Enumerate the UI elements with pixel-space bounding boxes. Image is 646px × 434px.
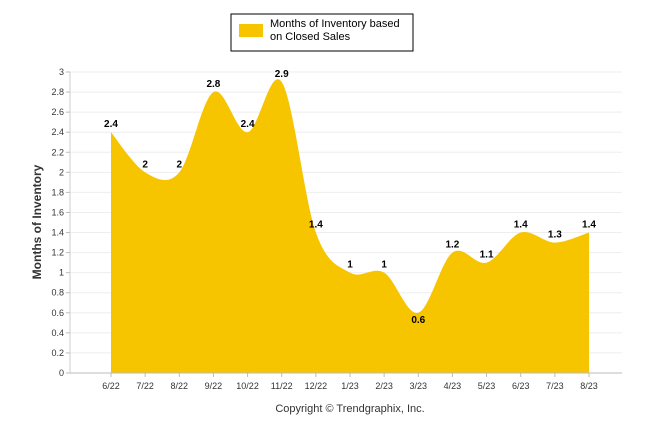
y-tick-label: 0.8 bbox=[51, 288, 64, 298]
x-tick-label: 9/22 bbox=[205, 381, 223, 391]
data-label: 1.1 bbox=[480, 250, 494, 261]
x-tick-label: 6/23 bbox=[512, 381, 530, 391]
x-tick-label: 5/23 bbox=[478, 381, 496, 391]
data-label: 1.4 bbox=[582, 220, 596, 231]
y-tick-label: 1.6 bbox=[51, 207, 64, 217]
legend-swatch bbox=[239, 24, 263, 37]
y-tick-label: 0.6 bbox=[51, 308, 64, 318]
data-label: 2.9 bbox=[275, 69, 289, 80]
x-tick-label: 8/22 bbox=[171, 381, 189, 391]
y-tick-label: 2.8 bbox=[51, 87, 64, 97]
x-tick-label: 4/23 bbox=[444, 381, 462, 391]
y-tick-label: 1.8 bbox=[51, 187, 64, 197]
legend-label-line-2: on Closed Sales bbox=[270, 31, 351, 43]
y-tick-label: 1.2 bbox=[51, 248, 64, 258]
data-label: 2 bbox=[177, 159, 183, 170]
series-area bbox=[111, 79, 589, 373]
y-tick-label: 0.2 bbox=[51, 348, 64, 358]
data-label: 0.6 bbox=[411, 315, 425, 326]
x-tick-label: 6/22 bbox=[102, 381, 120, 391]
x-tick-label: 7/23 bbox=[546, 381, 564, 391]
data-label: 2.4 bbox=[241, 119, 255, 130]
y-tick-label: 2 bbox=[59, 167, 64, 177]
x-tick-label: 12/22 bbox=[305, 381, 328, 391]
x-tick-label: 3/23 bbox=[410, 381, 428, 391]
legend-label-line-1: Months of Inventory based bbox=[270, 18, 400, 30]
data-label: 2.4 bbox=[104, 119, 118, 130]
x-axis-ticks: 6/22 7/22 8/22 9/22 10/22 11/22 12/22 1/23 2/23 3… bbox=[102, 373, 598, 391]
y-tick-label: 3 bbox=[59, 67, 64, 77]
x-tick-label: 10/22 bbox=[236, 381, 259, 391]
x-tick-label: 8/23 bbox=[580, 381, 598, 391]
x-tick-label: 1/23 bbox=[341, 381, 359, 391]
data-label: 1.4 bbox=[514, 220, 528, 231]
x-tick-label: 2/23 bbox=[375, 381, 393, 391]
y-axis-label: Months of Inventory bbox=[30, 164, 44, 279]
y-tick-label: 1.4 bbox=[51, 228, 64, 238]
data-label: 2 bbox=[142, 159, 148, 170]
x-tick-label: 11/22 bbox=[271, 381, 293, 391]
copyright-footer: Copyright © Trendgraphix, Inc. bbox=[275, 403, 424, 415]
y-tick-label: 0 bbox=[59, 368, 64, 378]
data-label: 1 bbox=[347, 260, 353, 271]
x-tick-label: 7/22 bbox=[136, 381, 154, 391]
data-label: 1 bbox=[381, 260, 387, 271]
legend: Months of Inventory based on Closed Sale… bbox=[230, 13, 414, 52]
data-label: 2.8 bbox=[206, 79, 220, 90]
y-tick-label: 0.4 bbox=[51, 328, 64, 338]
data-label: 1.3 bbox=[548, 230, 562, 241]
y-tick-label: 2.6 bbox=[51, 107, 64, 117]
y-axis-ticks: 0 0.2 0.4 0.6 0.8 1 1.2 1.4 1.6 1.8 2 2.2 2.4 2.6 2.8 3 bbox=[51, 67, 71, 378]
y-tick-label: 2.4 bbox=[51, 127, 64, 137]
data-label: 1.2 bbox=[445, 240, 459, 251]
data-label: 1.4 bbox=[309, 220, 323, 231]
y-tick-label: 2.2 bbox=[51, 147, 64, 157]
data-labels: 2.4 2 2 2.8 2.4 2.9 1.4 1 1 0.6 1.2 1.1 1.4 1.3 1.4 bbox=[104, 69, 596, 326]
y-tick-label: 1 bbox=[59, 268, 64, 278]
